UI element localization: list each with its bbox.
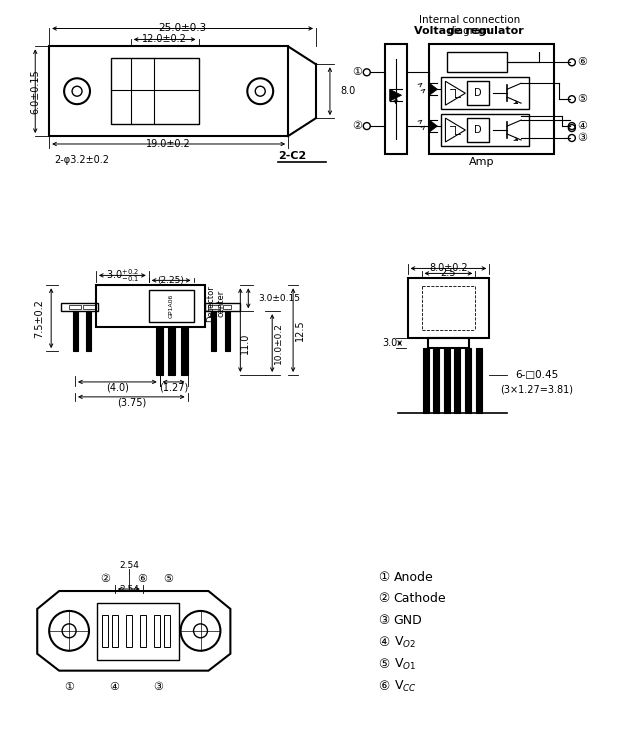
Text: (3×1.27=3.81): (3×1.27=3.81) (501, 385, 573, 395)
Bar (112, 615, 118, 647)
Bar (441, 77, 529, 109)
Text: ③: ③ (154, 681, 164, 692)
Text: V$_{O2}$: V$_{O2}$ (394, 635, 416, 650)
Bar (205, 304, 240, 311)
Bar (97, 603, 179, 660)
Bar (408, 279, 489, 338)
Text: D: D (475, 88, 482, 98)
Bar (454, 348, 460, 413)
Text: 25.0±0.3: 25.0±0.3 (159, 24, 207, 34)
Text: 6-□0.45: 6-□0.45 (516, 370, 559, 380)
Text: V$_{O1}$: V$_{O1}$ (394, 657, 416, 673)
Text: ⑥: ⑥ (137, 574, 147, 584)
Bar (126, 615, 132, 647)
Text: GND: GND (394, 614, 422, 628)
Text: 7.5±0.2: 7.5±0.2 (34, 299, 44, 337)
Text: 8.0: 8.0 (340, 86, 355, 96)
Bar (444, 348, 451, 413)
Text: 6.0±0.15: 6.0±0.15 (30, 69, 40, 114)
Bar (69, 305, 81, 309)
Bar (209, 305, 221, 309)
Bar (423, 348, 428, 413)
Text: ⑤: ⑤ (577, 94, 587, 104)
Text: ①: ① (378, 570, 389, 584)
Bar (140, 615, 146, 647)
Text: ③: ③ (378, 614, 389, 628)
Text: 19.0±0.2: 19.0±0.2 (146, 139, 191, 149)
Bar (226, 311, 231, 351)
Text: ④: ④ (378, 637, 389, 649)
Bar (83, 305, 95, 309)
Bar (96, 285, 205, 327)
Text: (1.27): (1.27) (159, 383, 188, 393)
Text: 8.0±0.2: 8.0±0.2 (429, 263, 468, 273)
Bar (155, 327, 162, 375)
Text: ④: ④ (109, 681, 119, 692)
Text: $3.0^{+0.2}_{-0.1}$: $3.0^{+0.2}_{-0.1}$ (106, 267, 139, 284)
Polygon shape (390, 89, 401, 101)
Bar (447, 52, 507, 72)
Bar (181, 327, 188, 375)
Text: Detector
center: Detector center (206, 285, 225, 322)
Text: ⑤: ⑤ (164, 574, 174, 584)
Text: (4.0): (4.0) (106, 383, 129, 393)
Bar (111, 58, 198, 124)
Bar (441, 114, 529, 146)
Text: Anode: Anode (394, 570, 434, 584)
Text: 2.5: 2.5 (441, 268, 456, 279)
Text: GP1A06: GP1A06 (168, 294, 173, 318)
Text: Internal connection
diagram: Internal connection diagram (418, 15, 520, 36)
Bar (86, 311, 91, 351)
Bar (73, 311, 78, 351)
Bar (430, 44, 554, 154)
Bar (467, 118, 489, 142)
Bar (164, 615, 169, 647)
Bar (149, 290, 193, 322)
Polygon shape (430, 120, 437, 132)
Text: ④: ④ (577, 121, 587, 131)
Text: 12.5: 12.5 (295, 319, 305, 341)
Text: ②: ② (378, 592, 389, 606)
Text: Voltage regulator: Voltage regulator (415, 26, 524, 37)
Bar (465, 348, 471, 413)
Text: Amp: Amp (470, 157, 495, 167)
Bar (167, 327, 174, 375)
Text: 11.0: 11.0 (240, 332, 250, 354)
Text: ①: ① (64, 681, 74, 692)
Text: 2.54: 2.54 (119, 584, 139, 594)
Text: ①: ① (352, 68, 362, 77)
Bar (61, 304, 98, 311)
Text: Cathode: Cathode (394, 592, 446, 606)
Text: ②: ② (100, 574, 110, 584)
Text: ⑤: ⑤ (378, 658, 389, 671)
Bar (154, 615, 160, 647)
Polygon shape (430, 83, 437, 96)
Bar (212, 311, 216, 351)
Text: (3.75): (3.75) (117, 398, 146, 408)
Text: V$_{CC}$: V$_{CC}$ (394, 679, 416, 694)
Text: ②: ② (352, 121, 362, 131)
Bar (102, 615, 108, 647)
Text: 2.54: 2.54 (119, 561, 139, 570)
Text: ③: ③ (577, 133, 587, 143)
Text: 3.0: 3.0 (382, 338, 398, 348)
Text: 3.0±0.15: 3.0±0.15 (258, 294, 300, 303)
Text: 2-φ3.2±0.2: 2-φ3.2±0.2 (54, 155, 109, 165)
Text: D: D (475, 125, 482, 135)
Bar (385, 44, 406, 154)
Text: ⑥: ⑥ (378, 680, 389, 693)
Bar (427, 338, 470, 348)
Bar (434, 348, 439, 413)
Bar (477, 348, 482, 413)
Text: ⑥: ⑥ (577, 57, 587, 68)
Text: (2.25): (2.25) (158, 276, 185, 285)
Bar (49, 46, 288, 136)
Bar (223, 305, 231, 309)
Bar (467, 82, 489, 105)
Text: 12.0±0.2: 12.0±0.2 (142, 35, 187, 44)
Text: 10.0±0.2: 10.0±0.2 (274, 322, 283, 364)
Text: 2-C2: 2-C2 (278, 151, 307, 161)
